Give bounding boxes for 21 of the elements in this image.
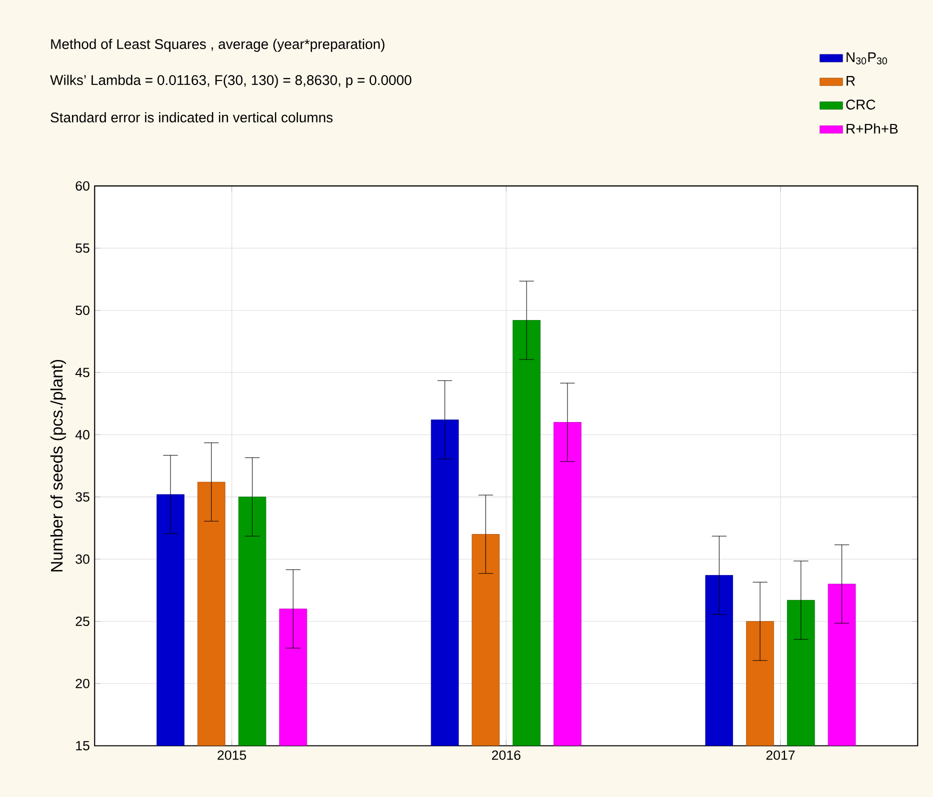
x-tick-label: 2016 bbox=[492, 750, 520, 760]
chart-subtitle: Wilks’ Lambda = 0.01163, F(30, 130) = 8,8630, p = 0.0000 bbox=[50, 74, 412, 88]
legend-label: N$_{30}$P$_{30}$ bbox=[846, 52, 888, 64]
text: Standard error is indicated in vertical columns bbox=[50, 112, 333, 122]
legend-label: R bbox=[846, 76, 855, 86]
x-tick-label: 2017 bbox=[766, 750, 795, 760]
y-tick-label: 20 bbox=[76, 678, 90, 688]
legend-label: R+Ph+B bbox=[846, 123, 898, 134]
y-axis-title: Number of seeds (pcs./plant) bbox=[50, 360, 66, 572]
legend-label: CRC bbox=[846, 100, 876, 110]
y-tick-label: 30 bbox=[76, 554, 90, 564]
x-tick-label: 2015 bbox=[218, 750, 246, 760]
y-tick-label: 35 bbox=[76, 492, 90, 502]
y-tick-label: 55 bbox=[76, 243, 90, 253]
chart-title: Method of Least Squares , average (year*preparation) bbox=[51, 38, 384, 52]
y-tick-label: 60 bbox=[76, 181, 90, 191]
y-tick-label: 50 bbox=[76, 306, 90, 316]
y-tick-label: 15 bbox=[76, 741, 90, 750]
y-tick-label: 25 bbox=[76, 616, 90, 626]
y-tick-label: 45 bbox=[75, 368, 90, 378]
y-tick-label: 40 bbox=[75, 430, 90, 440]
